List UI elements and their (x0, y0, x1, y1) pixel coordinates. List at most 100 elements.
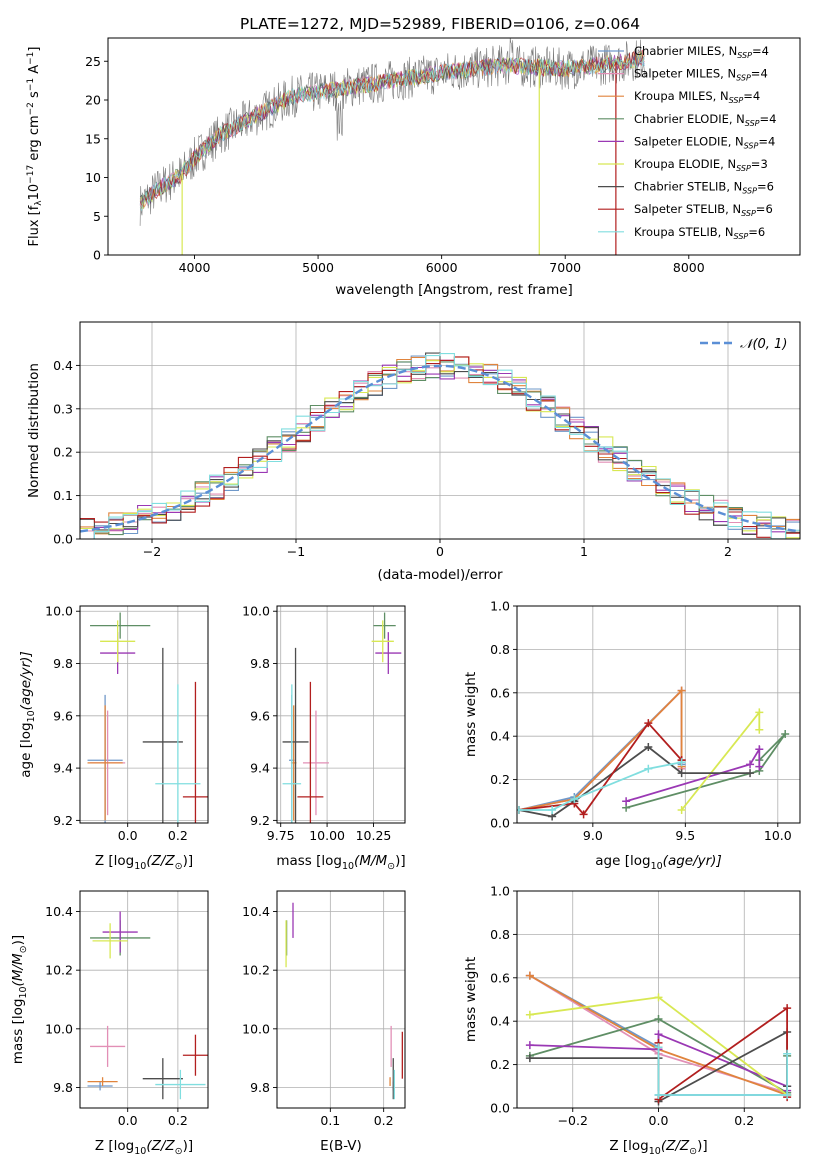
residuals-frame (79, 321, 801, 540)
weight-series (622, 745, 764, 806)
x-tick-label: 2 (724, 544, 732, 559)
mass_vs_ebv-plot-area (285, 902, 403, 1100)
weight-point-marker (677, 686, 686, 695)
x-tick-label: −2 (143, 544, 161, 559)
y-tick-label: 25 (85, 54, 101, 69)
x-tick-label: 9.75 (267, 828, 295, 843)
y-tick-label: 0.6 (490, 685, 510, 700)
weight_vs_Z-plot-area (525, 971, 792, 1106)
y-tick-label: 0.4 (53, 358, 73, 373)
model-fit-line (139, 49, 645, 208)
mass_vs_ebv-xlabel: E(B-V) (320, 1138, 362, 1154)
mass_vs_ebv-frame (276, 890, 406, 1109)
y-tick-label: 15 (85, 131, 101, 146)
weight-point-marker (677, 769, 686, 778)
y-tick-label: 1.0 (490, 884, 510, 899)
y-tick-label: 9.6 (53, 708, 73, 723)
normal-curve-line (80, 364, 800, 533)
y-tick-label: 10.4 (242, 904, 270, 919)
x-tick-label: 4000 (179, 260, 211, 275)
weight-series-line (518, 688, 683, 811)
mass_vs_Z-axes: 0.0 0.2 9.8 10.0 10.2 10.4 (45, 891, 208, 1128)
y-tick-label: 9.4 (250, 761, 270, 776)
x-tick-label: 1 (580, 544, 588, 559)
error-point (142, 1058, 183, 1100)
weight-point-marker (783, 1049, 792, 1058)
weight_vs_age-ylabel: mass weight (463, 672, 479, 757)
weight_vs_age-plot-area (517, 686, 790, 821)
residuals-legend-label: 𝒩(0, 1) (740, 337, 787, 352)
y-tick-label: 0.8 (490, 642, 510, 657)
y-tick-label: 9.2 (53, 813, 73, 828)
error-point (375, 632, 402, 674)
error-point (182, 1034, 208, 1076)
weight-point-marker (579, 810, 588, 819)
y-tick-label: 10.4 (45, 904, 73, 919)
error-point (87, 1077, 118, 1087)
legend-entry: Salpeter ELODIE, NSSP=4 (634, 134, 775, 150)
x-tick-label: 9.0 (583, 828, 603, 843)
y-tick-label: 9.8 (53, 1080, 73, 1095)
y-tick-label: 1.0 (490, 599, 510, 614)
x-tick-label: 10.0 (764, 828, 792, 843)
weight_vs_age-xlabel: age [log10(age/yr)] (595, 853, 721, 872)
legend-entry: Kroupa ELODIE, NSSP=3 (634, 157, 768, 173)
y-tick-label: 9.6 (250, 708, 270, 723)
age_vs_Z-plot-area (87, 612, 208, 823)
spectrum-plot-area (139, 38, 646, 255)
model-fit-line (139, 51, 645, 205)
legend-entry: Salpeter MILES, NSSP=4 (634, 67, 768, 83)
age_vs_Z-frame (79, 605, 209, 824)
legend-entry: Chabrier STELIB, NSSP=6 (634, 180, 774, 196)
x-tick-label: 0.0 (118, 828, 138, 843)
weight-point-marker (654, 1015, 663, 1024)
x-tick-label: 10.25 (356, 828, 392, 843)
y-tick-label: 0.8 (490, 927, 510, 942)
weight-series-line (625, 733, 786, 809)
x-tick-label: 0.2 (374, 1113, 394, 1128)
mass_vs_ebv-axes: 0.1 0.2 9.8 10.0 10.2 10.4 (242, 891, 405, 1128)
mass_vs_Z-plot-area (87, 911, 208, 1100)
x-tick-label: −1 (287, 544, 305, 559)
error-point (297, 681, 324, 823)
x-tick-label: 0.0 (649, 1113, 669, 1128)
residuals-ylabel: Normed distribution (26, 363, 42, 498)
spectrum-ylabel: Flux [fλ10−17 erg cm−2 s−1 A−1] (26, 47, 44, 247)
x-tick-label: 6000 (426, 260, 458, 275)
error-point (142, 647, 183, 823)
legend-entry: Chabrier ELODIE, NSSP=4 (634, 112, 776, 128)
plots: 4000 5000 6000 7000 80000510152025wavelength… (10, 37, 801, 1157)
y-tick-label: 10.0 (45, 604, 73, 619)
x-tick-label: 0.2 (734, 1113, 754, 1128)
weight-point-marker (746, 760, 755, 769)
model-fit-line (139, 52, 645, 212)
spectrum-axes: 4000 5000 6000 7000 8000 0 5 10 15 20 25 (85, 54, 705, 275)
error-point (182, 681, 208, 823)
error-point (282, 684, 302, 823)
y-tick-label: 9.2 (250, 813, 270, 828)
weight-point-marker (755, 762, 764, 771)
weight-series (677, 708, 764, 814)
y-tick-label: 10.0 (45, 1021, 73, 1036)
weight-point-marker (755, 745, 764, 754)
y-tick-label: 10.2 (45, 963, 73, 978)
error-point (371, 620, 394, 663)
age_vs_Z-ylabel: age [log10(age/yr)] (18, 651, 37, 777)
weight-point-marker (517, 805, 523, 814)
y-tick-label: 9.8 (53, 656, 73, 671)
y-tick-label: 10 (85, 170, 101, 185)
error-point (87, 1081, 113, 1091)
y-tick-label: 0.0 (490, 816, 510, 831)
x-tick-label: 0.2 (168, 828, 188, 843)
mass_vs_Z-xlabel: Z [log10(Z/Z⊙)] (95, 1138, 193, 1157)
weight_vs_Z-frame (516, 890, 801, 1109)
age_vs_Z-axes: 0.0 0.2 9.2 9.4 9.6 9.8 10.0 (45, 604, 208, 843)
histogram-step-line (80, 353, 800, 539)
y-tick-label: 0.2 (53, 445, 73, 460)
weight-series-line (625, 745, 761, 803)
x-tick-label: 0.1 (320, 1113, 340, 1128)
weight-point-marker (654, 1043, 663, 1052)
y-tick-label: 0.4 (490, 1014, 510, 1029)
residuals-xlabel: (data-model)/error (377, 567, 503, 583)
